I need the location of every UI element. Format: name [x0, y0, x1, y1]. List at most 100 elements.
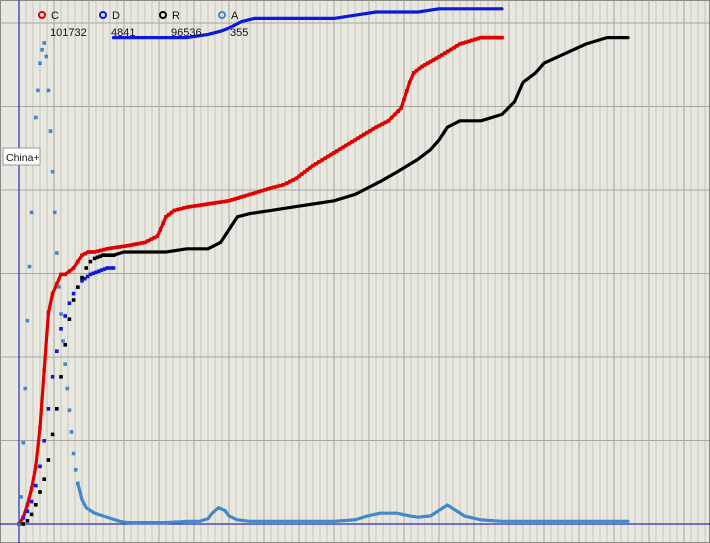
data-point-C [335, 149, 339, 153]
data-point-A [29, 210, 34, 215]
data-point-C [428, 59, 433, 64]
data-point-C [320, 158, 324, 162]
data-point-C [446, 49, 450, 54]
data-point-C [405, 89, 409, 93]
data-point-D [105, 266, 109, 270]
data-point-R [95, 255, 100, 260]
data-point-C [175, 207, 180, 212]
data-point-C [224, 199, 228, 204]
data-point-D [59, 327, 63, 331]
data-point-C [467, 39, 471, 44]
data-point-C [96, 249, 100, 253]
data-point-C [203, 202, 207, 207]
data-point-A [57, 285, 61, 289]
legend-total: 101732 [50, 27, 87, 39]
series-line-C-thin [18, 293, 54, 525]
legend-label: A [231, 10, 239, 22]
data-point-D [67, 301, 72, 305]
data-point-C [80, 253, 84, 257]
data-point-C [458, 42, 462, 46]
data-point-C [473, 37, 477, 42]
data-point-C [412, 71, 416, 75]
data-point-C [470, 38, 474, 43]
data-point-R [59, 375, 63, 379]
data-point-R [38, 490, 42, 494]
data-point-C [291, 178, 295, 182]
data-point-R [50, 432, 55, 437]
legend: C 101732 D 4841 R 96536 A 355 [38, 10, 248, 39]
data-point-C [63, 272, 67, 277]
legend-marker [159, 11, 167, 19]
data-point-A [21, 440, 25, 445]
data-point-C [89, 250, 94, 254]
data-point-C [67, 269, 72, 273]
data-point-C [332, 151, 336, 155]
data-point-R [71, 298, 76, 302]
series-line-R [111, 36, 630, 257]
data-point-C [317, 160, 321, 164]
data-point-R [46, 458, 51, 462]
data-point-C [464, 40, 468, 44]
legend-label: D [112, 10, 120, 22]
data-point-C [414, 68, 419, 73]
data-point-C [302, 170, 307, 174]
legend-item-D: D 4841 [99, 10, 135, 39]
data-point-R [88, 259, 93, 264]
legend-label: C [51, 10, 59, 22]
data-point-C [114, 245, 118, 250]
data-point-C [362, 132, 366, 137]
data-point-A [46, 88, 51, 93]
data-point-D [38, 464, 42, 469]
data-point-C [344, 143, 348, 148]
data-point-R [21, 522, 25, 526]
data-point-C [188, 204, 192, 209]
data-point-D [94, 270, 98, 275]
data-point-D [111, 266, 116, 270]
data-point-R [84, 266, 88, 270]
data-point-C [209, 201, 213, 206]
data-point-C [353, 138, 357, 142]
annotations: China+ [2, 147, 41, 166]
data-point-C [117, 245, 121, 249]
data-point-C [417, 66, 422, 71]
data-point-A [40, 48, 44, 52]
data-point-C [402, 97, 406, 102]
data-point-C [491, 35, 495, 40]
data-point-C [149, 237, 154, 241]
data-point-A [42, 41, 46, 45]
data-point-C [297, 174, 301, 179]
data-point-C [323, 156, 327, 161]
data-point-R [29, 512, 34, 517]
data-point-C [455, 44, 459, 48]
data-point-C [476, 36, 480, 41]
data-point-C [494, 35, 498, 40]
legend-marker [99, 11, 107, 19]
data-point-C [92, 250, 97, 254]
data-point-C [341, 145, 345, 150]
data-point-D [88, 272, 93, 277]
data-point-A [50, 169, 55, 174]
series-R-dots [17, 253, 116, 526]
data-point-C [260, 188, 264, 193]
data-point-C [108, 246, 112, 251]
data-point-D [29, 499, 34, 504]
data-point-C [143, 240, 147, 245]
series-C-trend [18, 293, 54, 525]
data-point-R [103, 253, 108, 257]
data-point-C [99, 248, 103, 253]
data-point-C [443, 51, 447, 55]
data-point-C [182, 206, 186, 210]
data-point-C [59, 272, 63, 277]
data-point-R [101, 253, 105, 257]
data-point-C [269, 186, 273, 190]
data-point-C [105, 247, 109, 251]
data-point-C [155, 234, 160, 238]
data-point-A [23, 386, 28, 391]
data-point-C [440, 53, 444, 57]
data-point-R [63, 343, 67, 347]
data-point-C [329, 152, 333, 157]
data-point-C [350, 140, 354, 144]
data-point-C [263, 188, 267, 192]
data-point-D [50, 375, 55, 379]
